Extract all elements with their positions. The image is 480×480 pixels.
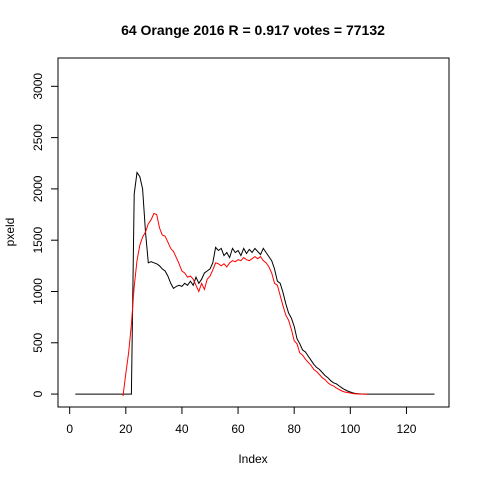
y-tick-label-1: 500: [31, 332, 45, 352]
x-tick-label-1: 20: [119, 422, 133, 436]
chart-title: 64 Orange 2016 R = 0.917 votes = 77132: [121, 22, 385, 38]
y-tick-label-5: 2500: [31, 124, 45, 151]
x-axis: 0 20 40 60 80 100 120: [66, 406, 417, 436]
series-layer: [75, 171, 435, 397]
y-tick-label-0: 0: [31, 390, 45, 397]
y-axis-label: pxeld: [3, 218, 17, 247]
x-tick-label-0: 0: [66, 422, 73, 436]
y-tick-label-3: 1500: [31, 227, 45, 254]
x-axis-label: Index: [238, 452, 267, 466]
series-line-2: [122, 212, 368, 397]
y-tick-label-2: 1000: [31, 278, 45, 305]
x-tick-label-5: 100: [340, 422, 360, 436]
x-tick-label-2: 40: [175, 422, 189, 436]
x-tick-label-3: 60: [231, 422, 245, 436]
y-axis: 0 500 1000 1500 2000 2500 3000: [31, 73, 59, 397]
y-tick-label-6: 3000: [31, 73, 45, 100]
x-tick-label-6: 120: [396, 422, 416, 436]
series-line-1: [75, 171, 435, 395]
plot-frame: [57, 57, 450, 408]
x-tick-label-4: 80: [288, 422, 302, 436]
y-tick-label-4: 2000: [31, 175, 45, 202]
